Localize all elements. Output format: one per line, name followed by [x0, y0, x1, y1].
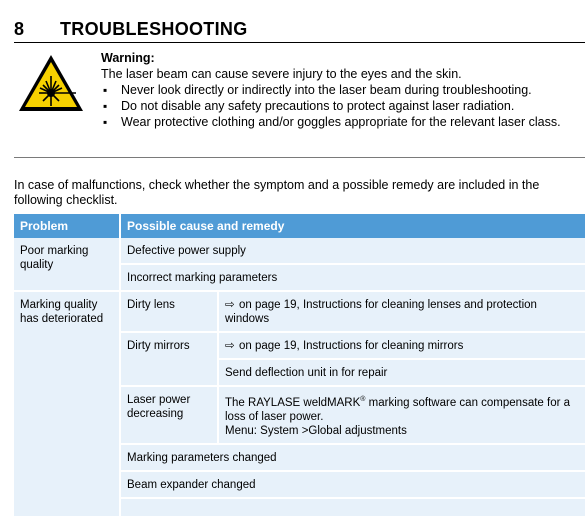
remedy-cell: ⇨ on page 19, Instructions for cleaning l…	[218, 291, 585, 333]
table-row: Poor marking quality Defective power sup…	[14, 238, 585, 292]
warning-text: The laser beam can cause severe injury t…	[101, 67, 462, 81]
cause-cell: Incorrect marking parameters	[120, 264, 585, 292]
warning-bullets: Never look directly or indirectly into t…	[101, 82, 581, 130]
empty-cell	[120, 497, 585, 518]
table-row: Marking parameters changed	[14, 443, 585, 472]
table-row: Incorrect marking parameters	[14, 264, 585, 292]
section-heading: 8 TROUBLESHOOTING	[14, 17, 248, 41]
troubleshooting-table: Problem Possible cause and remedy Poor m…	[14, 214, 585, 518]
intro-paragraph: In case of malfunctions, check whether t…	[14, 178, 540, 207]
cause-cell: Laser power decreasing	[120, 386, 219, 445]
warning-rule	[14, 157, 585, 158]
cause-cell: Defective power supply	[120, 238, 585, 265]
problem-cell: Marking quality has deteriorated	[14, 291, 121, 518]
warning-bullet: Wear protective clothing and/or goggles …	[101, 114, 581, 130]
header-cause-remedy: Possible cause and remedy	[120, 214, 585, 238]
table-row: Dirty mirrors ⇨ on page 19, Instructions …	[14, 332, 585, 387]
laser-hazard-icon	[16, 52, 86, 114]
table-row: Marking quality has deteriorated Dirty l…	[14, 291, 585, 518]
warning-bullet: Do not disable any safety precautions to…	[101, 98, 581, 114]
heading-rule	[14, 42, 585, 43]
table-row: Beam expander changed	[14, 470, 585, 499]
arrow-right-icon: ⇨	[225, 299, 235, 311]
section-number: 8	[14, 18, 25, 39]
header-problem: Problem	[14, 214, 121, 238]
remedy-cell: The RAYLASE weldMARK® marking software c…	[218, 386, 585, 445]
cause-cell: Dirty lens	[120, 291, 219, 333]
remedy-text: The RAYLASE weldMARK	[225, 396, 361, 409]
remedy-text: on page 19, Instructions for cleaning le…	[225, 299, 537, 325]
table-row: Laser power decreasing The RAYLASE weldM…	[14, 386, 585, 445]
problem-cell: Poor marking quality	[14, 238, 121, 292]
remedy-text: marking software can compensate for a lo…	[225, 396, 571, 423]
remedy-cell: Send deflection unit in for repair	[218, 359, 585, 387]
remedy-cell: ⇨ on page 19, Instructions for cleaning m…	[218, 332, 585, 360]
warning-title: Warning:	[101, 51, 155, 65]
cause-cell: Dirty mirrors	[120, 332, 219, 387]
warning-block: Warning: The laser beam can cause severe…	[101, 50, 581, 130]
arrow-right-icon: ⇨	[225, 340, 235, 352]
section-title: TROUBLESHOOTING	[60, 18, 248, 39]
warning-bullet: Never look directly or indirectly into t…	[101, 82, 581, 98]
table-row: Send deflection unit in for repair	[14, 359, 585, 387]
cause-cell: Marking parameters changed	[120, 443, 585, 472]
registered-mark: ®	[360, 396, 366, 403]
cause-cell: Beam expander changed	[120, 470, 585, 499]
remedy-menu-path: Menu: System >Global adjustments	[225, 424, 407, 437]
table-header-row: Problem Possible cause and remedy	[14, 214, 585, 238]
remedy-text: on page 19, Instructions for cleaning mi…	[239, 340, 464, 352]
